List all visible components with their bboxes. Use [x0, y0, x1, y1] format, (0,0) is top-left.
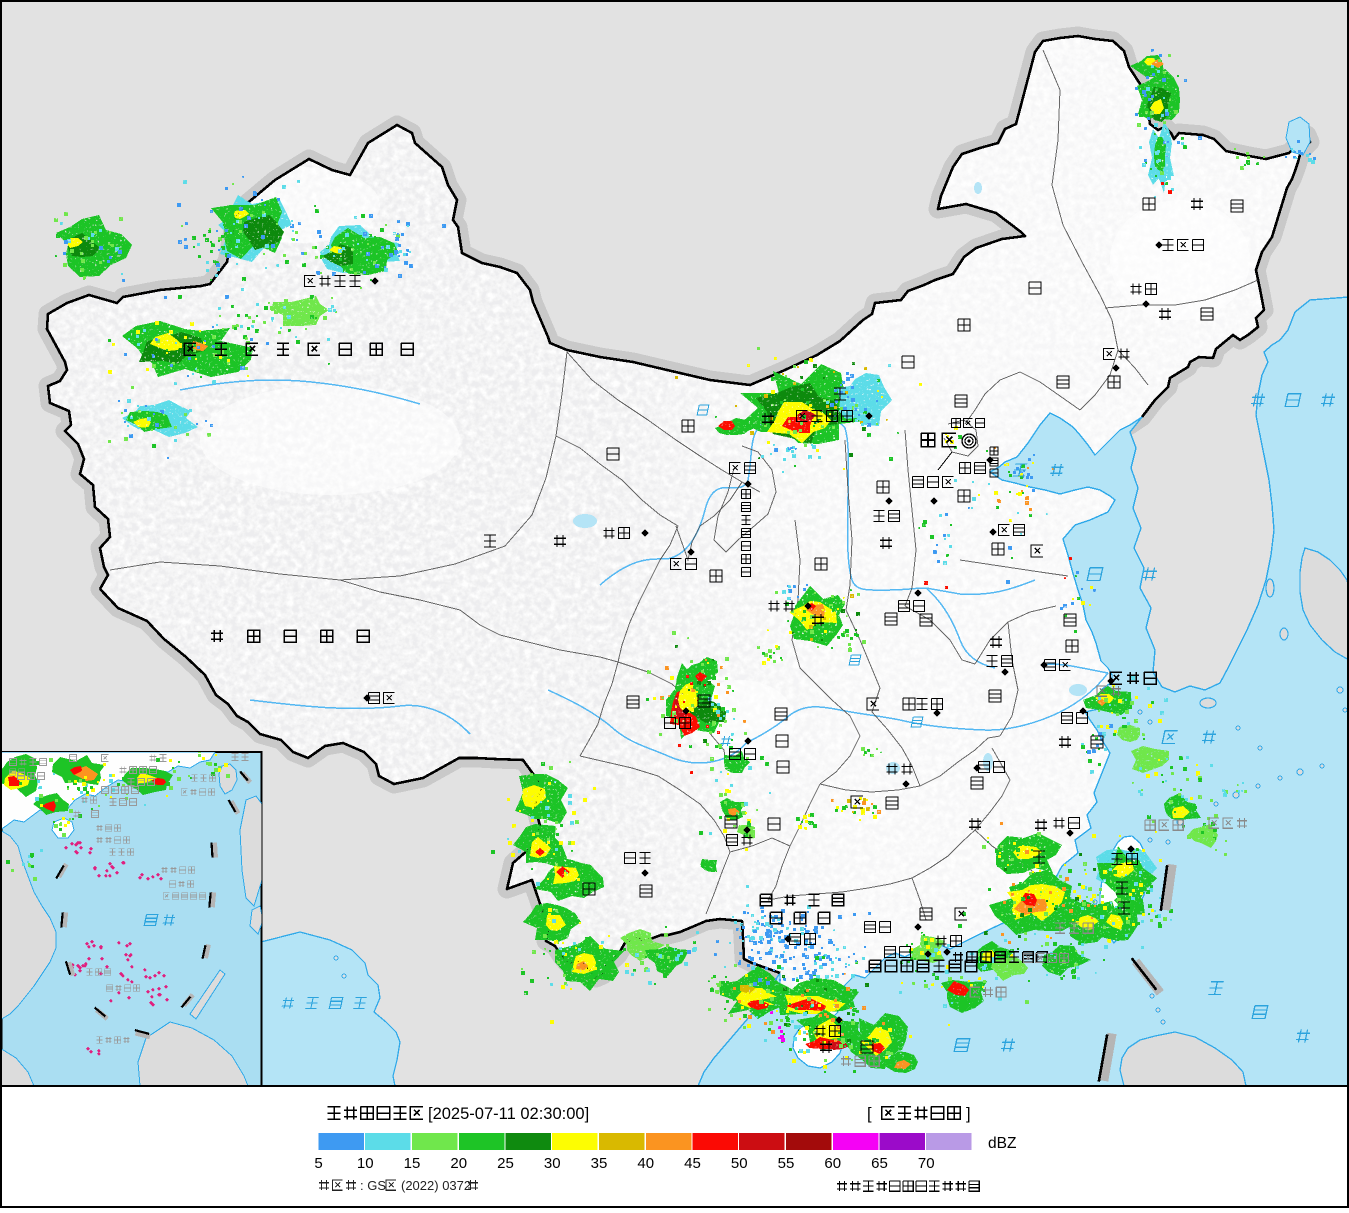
svg-text:50: 50	[731, 1155, 748, 1172]
svg-text:65: 65	[871, 1155, 888, 1172]
svg-text:(2022) 0372: (2022) 0372	[401, 1178, 471, 1193]
svg-text:]: ]	[966, 1105, 971, 1123]
svg-text:5: 5	[314, 1155, 322, 1172]
svg-text:45: 45	[684, 1155, 701, 1172]
svg-text:dBZ: dBZ	[988, 1135, 1016, 1152]
svg-text:35: 35	[591, 1155, 608, 1172]
svg-text:60: 60	[824, 1155, 841, 1172]
svg-text:55: 55	[778, 1155, 795, 1172]
svg-text:[: [	[867, 1105, 872, 1123]
svg-text:[2025-07-11 02:30:00]: [2025-07-11 02:30:00]	[428, 1105, 589, 1123]
svg-text:20: 20	[450, 1155, 467, 1172]
svg-text:10: 10	[357, 1155, 374, 1172]
svg-text:70: 70	[918, 1155, 935, 1172]
svg-text:40: 40	[637, 1155, 654, 1172]
svg-text:25: 25	[497, 1155, 514, 1172]
svg-text:30: 30	[544, 1155, 561, 1172]
svg-text:15: 15	[404, 1155, 421, 1172]
svg-text:: GS: : GS	[360, 1178, 386, 1193]
